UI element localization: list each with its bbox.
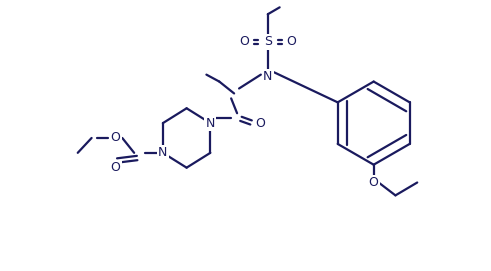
Text: S: S xyxy=(264,36,272,49)
Text: O: O xyxy=(110,131,120,144)
Text: O: O xyxy=(110,161,120,174)
Text: O: O xyxy=(287,36,297,49)
Text: N: N xyxy=(158,146,167,159)
Text: N: N xyxy=(206,117,215,130)
Text: O: O xyxy=(255,117,265,130)
Text: O: O xyxy=(369,176,379,189)
Text: N: N xyxy=(263,70,273,83)
Text: O: O xyxy=(239,36,249,49)
